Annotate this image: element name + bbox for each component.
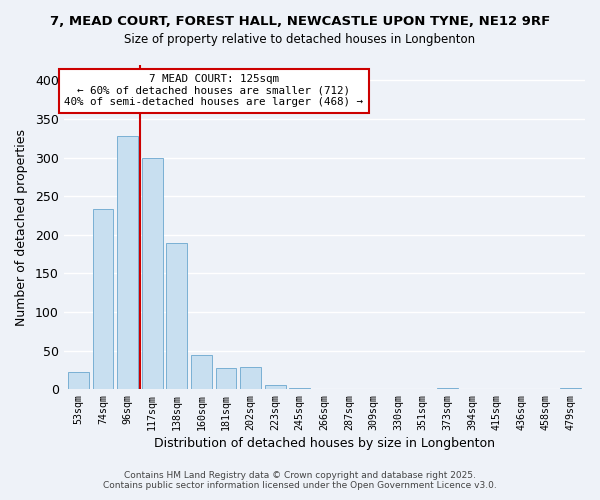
Bar xyxy=(92,208,113,389)
Bar xyxy=(265,386,286,389)
Bar xyxy=(289,388,310,389)
Y-axis label: Number of detached properties: Number of detached properties xyxy=(15,128,28,326)
X-axis label: Distribution of detached houses by size in Longbenton: Distribution of detached houses by size … xyxy=(154,437,495,450)
Bar xyxy=(191,355,212,389)
Bar xyxy=(166,242,187,389)
Text: Size of property relative to detached houses in Longbenton: Size of property relative to detached ho… xyxy=(124,32,476,46)
Text: 7 MEAD COURT: 125sqm
← 60% of detached houses are smaller (712)
40% of semi-deta: 7 MEAD COURT: 125sqm ← 60% of detached h… xyxy=(64,74,363,108)
Bar xyxy=(68,372,89,389)
Bar xyxy=(142,158,163,389)
Bar xyxy=(240,367,261,389)
Bar xyxy=(215,368,236,389)
Bar xyxy=(117,136,138,389)
Text: 7, MEAD COURT, FOREST HALL, NEWCASTLE UPON TYNE, NE12 9RF: 7, MEAD COURT, FOREST HALL, NEWCASTLE UP… xyxy=(50,15,550,28)
Bar xyxy=(560,388,581,389)
Bar xyxy=(437,388,458,389)
Text: Contains HM Land Registry data © Crown copyright and database right 2025.
Contai: Contains HM Land Registry data © Crown c… xyxy=(103,470,497,490)
